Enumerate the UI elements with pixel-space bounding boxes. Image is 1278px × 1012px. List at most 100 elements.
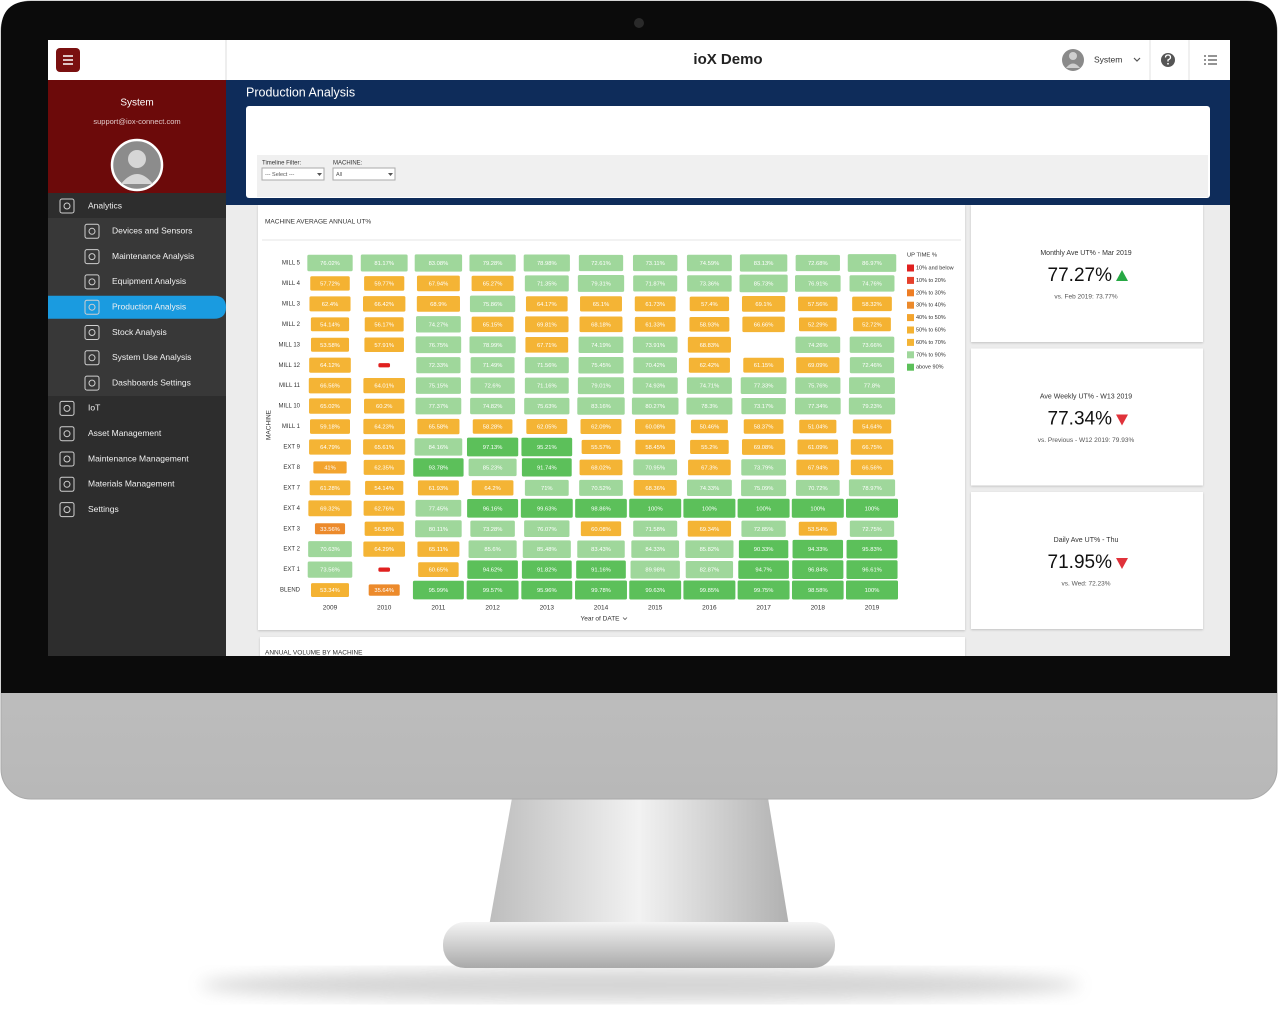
cell-label: 68.02%	[591, 465, 611, 471]
heat-cell	[852, 419, 892, 434]
heat-cell	[309, 357, 351, 373]
heat-cell	[795, 254, 840, 272]
heat-cell	[524, 479, 569, 496]
cell-label: 71.58%	[645, 527, 665, 533]
menu-item[interactable]: Settings	[88, 504, 119, 514]
cell-label: 71.49%	[483, 363, 503, 369]
cell-label: 60.08%	[645, 425, 665, 431]
legend-label: 40% to 50%	[916, 315, 946, 321]
cell-label: 64.29%	[374, 547, 394, 553]
cell-label: 54.14%	[320, 322, 340, 328]
cell-label: 75.63%	[537, 404, 557, 410]
heat-cell	[686, 377, 732, 394]
heat-cell	[521, 580, 573, 600]
cell-label: 73.56%	[320, 568, 340, 574]
cell-label: 56.17%	[374, 322, 394, 328]
submenu-item[interactable]: Maintenance Analysis	[112, 251, 194, 261]
submenu-item[interactable]: Dashboards Settings	[112, 377, 191, 387]
submenu-item[interactable]: Devices and Sensors	[112, 226, 192, 236]
heat-cell	[633, 479, 677, 496]
cell-label: 58.28%	[483, 425, 503, 431]
cell-label: 69.1%	[755, 302, 771, 308]
cell-label: 82.87%	[700, 568, 720, 574]
heat-cell	[846, 580, 898, 600]
menu-item[interactable]: Analytics	[88, 200, 122, 210]
menu-item[interactable]: Materials Management	[88, 479, 175, 489]
kpi-comparison: vs. Wed: 72.23%	[1061, 581, 1110, 588]
heat-cell	[741, 295, 786, 312]
heat-cell	[363, 541, 406, 557]
cell-label: 99.85%	[700, 588, 720, 594]
cell-label: 84.33%	[645, 547, 665, 553]
legend-swatch	[907, 326, 914, 334]
list-button[interactable]	[1204, 55, 1217, 65]
heat-cell	[635, 439, 676, 455]
kpi-comparison: vs. Feb 2019: 73.77%	[1054, 294, 1117, 301]
cell-label: 74.26%	[808, 343, 828, 349]
heat-cell	[686, 254, 732, 272]
kpi-title: Daily Ave UT% - Thu	[1054, 537, 1119, 544]
heat-cell	[577, 540, 625, 558]
heat-cell	[416, 275, 460, 292]
heat-cell	[415, 336, 462, 354]
cell-label: 57.56%	[808, 302, 828, 308]
heat-cell	[417, 418, 460, 435]
menu-icon	[84, 325, 100, 340]
heat-cell	[738, 560, 789, 579]
cell-label: 74.19%	[591, 343, 611, 349]
heat-cell	[849, 336, 895, 353]
cell-label: 85.48%	[537, 547, 557, 553]
heat-cell	[470, 377, 515, 394]
kpi-title: Ave Weekly UT% - W13 2019	[1040, 393, 1132, 400]
x-tick-label: 2018	[811, 605, 826, 612]
cell-label: 84.16%	[429, 445, 449, 451]
heat-cell	[846, 539, 898, 559]
cell-label: 67.3%	[701, 465, 717, 471]
user-name[interactable]: System	[1094, 54, 1122, 64]
cell-label: 68.9%	[430, 302, 446, 308]
heat-cell	[852, 296, 892, 312]
cell-label: 64.01%	[374, 384, 394, 390]
cell-label: 50.46%	[700, 425, 720, 431]
legend-swatch	[907, 351, 914, 359]
screen: ioX Demo System System support@iox-connect.…	[48, 40, 1230, 656]
y-tick-label: MILL 13	[279, 342, 301, 348]
legend-label: 60% to 70%	[916, 340, 946, 346]
cell-label: 58.37%	[754, 425, 774, 431]
cell-label: 100%	[756, 506, 771, 512]
filter-select[interactable]	[261, 167, 325, 181]
cell-label: 85.73%	[754, 281, 774, 287]
heat-cell	[415, 377, 461, 394]
menu-item[interactable]: IoT	[88, 403, 100, 413]
heat-cell	[521, 437, 573, 457]
submenu-item[interactable]: System Use Analysis	[112, 352, 191, 362]
heat-cell	[798, 317, 837, 332]
menu-icon	[88, 354, 96, 362]
y-tick-label: MILL 5	[282, 261, 301, 267]
submenu-item[interactable]: Stock Analysis	[112, 327, 167, 337]
submenu-item[interactable]: Equipment Analysis	[112, 276, 186, 286]
cell-label: 54.14%	[374, 486, 394, 492]
cell-label: 94.62%	[483, 568, 503, 574]
y-tick-label: MILL 3	[282, 301, 301, 307]
cell-label: 77.8%	[864, 384, 880, 390]
menu-item[interactable]: Asset Management	[88, 428, 162, 438]
heat-cell	[737, 498, 790, 518]
kpi-trend	[1116, 270, 1128, 281]
heat-cell	[471, 316, 514, 332]
heat-cell	[310, 317, 350, 332]
heat-cell	[791, 580, 844, 600]
menu-icon	[63, 404, 71, 412]
cell-label: 61.28%	[320, 486, 340, 492]
heat-cell	[467, 560, 518, 579]
submenu-item[interactable]: Production Analysis	[112, 301, 186, 311]
cell-label: 79.01%	[591, 384, 611, 390]
filter-select[interactable]	[332, 167, 396, 181]
menu-item[interactable]: Maintenance Management	[88, 453, 189, 463]
legend-swatch	[907, 338, 914, 346]
heat-cell	[741, 520, 786, 537]
kpi-trend	[1116, 558, 1128, 569]
y-tick-label: EXT 8	[283, 465, 300, 471]
cell-label: 77.33%	[754, 384, 774, 390]
